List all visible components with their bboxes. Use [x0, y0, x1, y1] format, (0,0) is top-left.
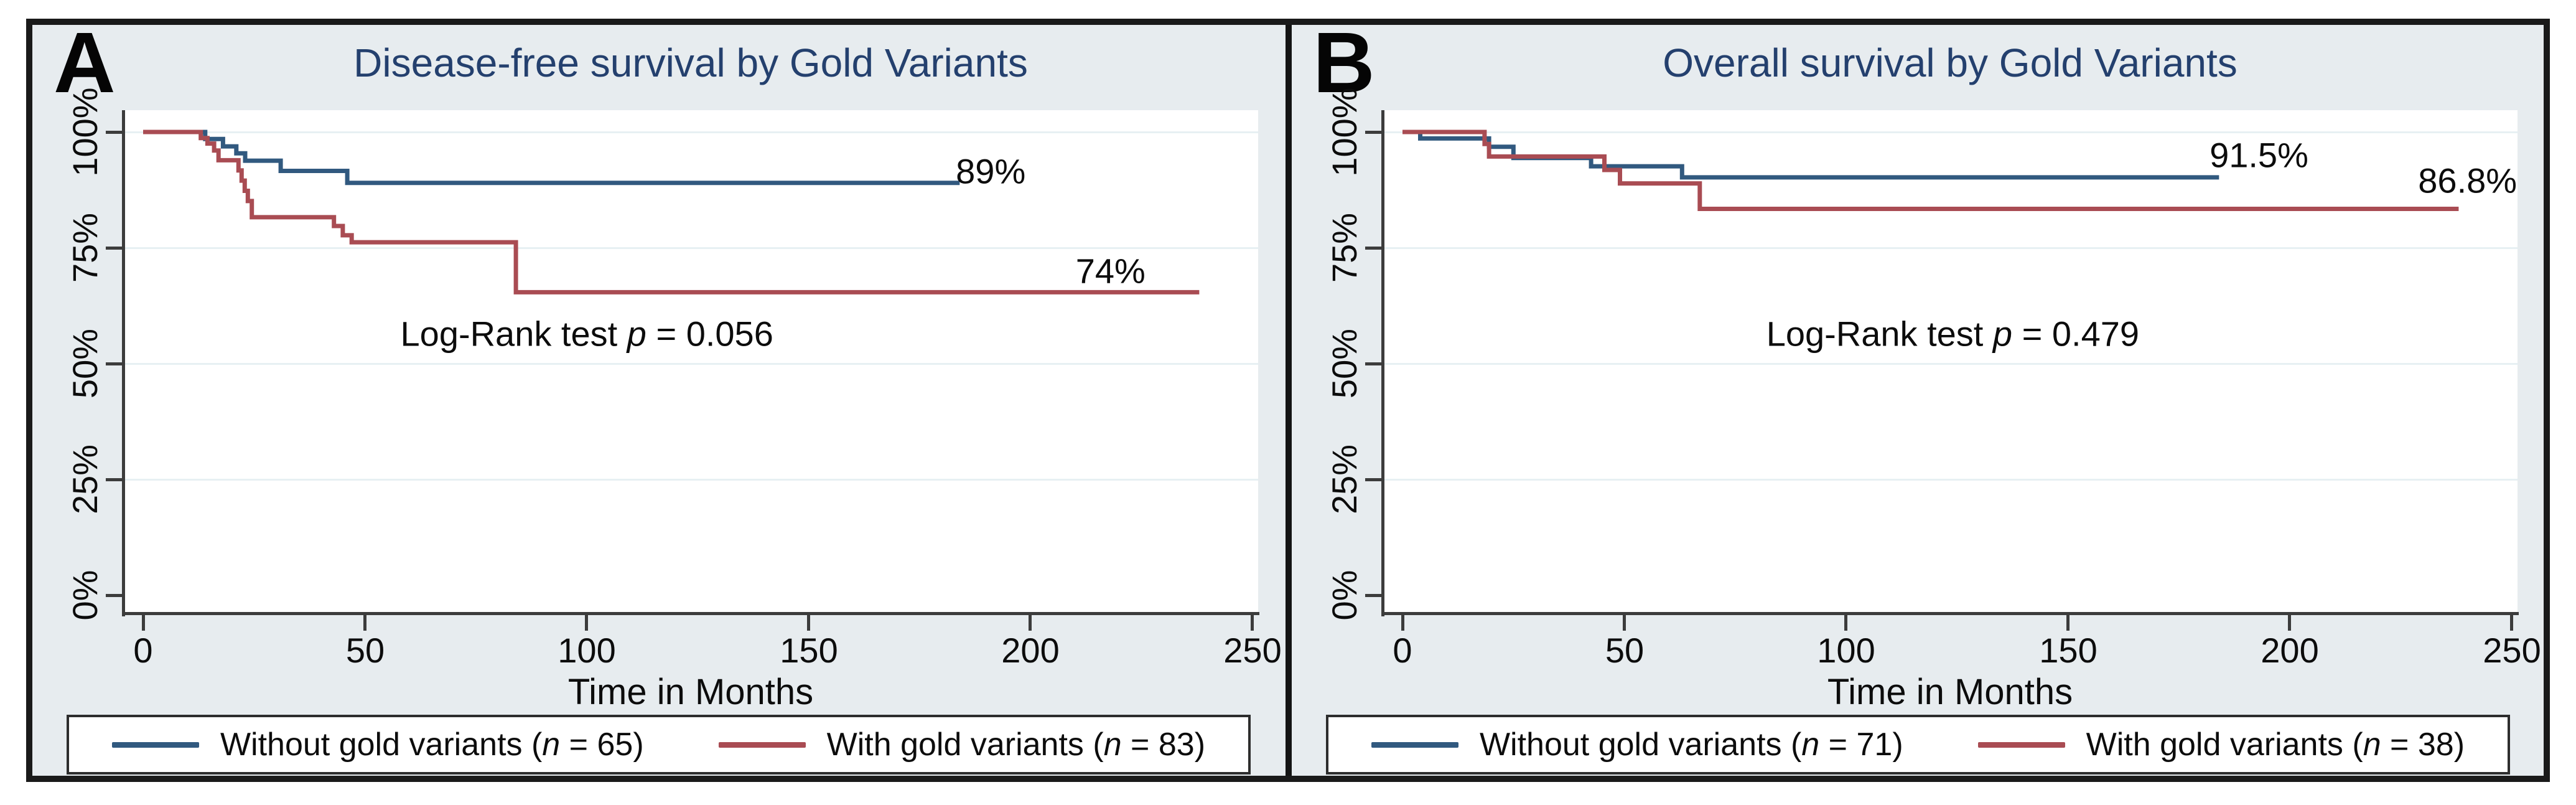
legend-label: Without gold variants (n = 71)	[1479, 727, 1903, 763]
x-tick	[2066, 613, 2070, 631]
x-tick	[1401, 613, 1404, 631]
plot-area-b: 91.5% 86.8% Log-Rank test p = 0.479	[1383, 110, 2518, 613]
curve-value-annotation: 89%	[956, 151, 1026, 191]
y-axis-line	[1381, 110, 1384, 616]
chart-title-a: Disease-free survival by Gold Variants	[353, 40, 1028, 85]
x-tick-label: 250	[1223, 631, 1282, 670]
survival-curves-b	[1402, 129, 2459, 211]
x-tick-label: 0	[1393, 631, 1412, 670]
legend-item-with-gold-variants: With gold variants (n = 38)	[1977, 726, 2465, 763]
gridline-50	[123, 363, 1258, 365]
x-tick-label: 0	[133, 631, 153, 670]
y-tick	[1365, 131, 1383, 134]
legend-label: With gold variants (n = 83)	[826, 727, 1206, 763]
km-curve	[143, 129, 960, 186]
log-rank-annotation: Log-Rank test p = 0.056	[400, 314, 773, 354]
plot-area-a: 89% 74% Log-Rank test p = 0.056	[123, 110, 1258, 613]
gridline-100	[123, 131, 1258, 133]
legend-label: Without gold variants (n = 65)	[220, 727, 644, 763]
survival-figure: A Disease-free survival by Gold Variants…	[26, 16, 2550, 782]
legend-b: Without gold variants (n = 71) With gold…	[1326, 715, 2510, 774]
panel-divider	[1286, 25, 1292, 776]
curve-value-annotation: 74%	[1075, 251, 1146, 291]
x-tick-label: 200	[1001, 631, 1060, 670]
log-rank-annotation: Log-Rank test p = 0.479	[1766, 314, 2140, 354]
x-tick	[2288, 613, 2291, 631]
legend-item-without-gold-variants: Without gold variants (n = 65)	[111, 726, 644, 763]
panel-label-b: B	[1313, 15, 1375, 111]
curve-value-annotation: 91.5%	[2210, 135, 2308, 175]
y-tick	[1365, 478, 1383, 481]
km-curve	[1402, 129, 2219, 180]
x-tick	[142, 613, 145, 631]
x-axis-line	[122, 612, 1259, 615]
y-tick	[106, 478, 123, 481]
x-tick-label: 200	[2261, 631, 2319, 670]
y-tick	[106, 594, 123, 597]
km-curve	[1402, 129, 2459, 211]
y-axis-line	[122, 110, 125, 616]
survival-curves-a	[143, 129, 1200, 294]
gridline-25	[123, 479, 1258, 481]
gridline-75	[123, 247, 1258, 249]
legend-a: Without gold variants (n = 65) With gold…	[67, 715, 1251, 774]
x-tick	[807, 613, 810, 631]
x-tick-label: 250	[2483, 631, 2541, 670]
gridline-50	[1383, 363, 2518, 365]
x-tick-label: 100	[1817, 631, 1875, 670]
x-axis-title: Time in Months	[567, 672, 814, 712]
gridline-25	[1383, 479, 2518, 481]
legend-line-sample-red	[1977, 741, 2065, 748]
legend-line-sample-blue	[111, 741, 199, 748]
x-axis-line	[1381, 612, 2519, 615]
y-tick	[1365, 594, 1383, 597]
gridline-100	[1383, 131, 2518, 133]
gridline-75	[1383, 247, 2518, 249]
x-tick-label: 150	[2039, 631, 2098, 670]
x-tick	[585, 613, 588, 631]
curve-value-annotation: 86.8%	[2418, 161, 2518, 200]
x-tick	[2510, 613, 2513, 631]
x-tick-label: 100	[558, 631, 616, 670]
legend-line-sample-red	[718, 741, 806, 748]
x-tick	[1844, 613, 1847, 631]
legend-item-with-gold-variants: With gold variants (n = 83)	[718, 726, 1206, 763]
legend-label: With gold variants (n = 38)	[2086, 727, 2465, 763]
x-tick-label: 150	[780, 631, 838, 670]
x-axis-title: Time in Months	[1827, 672, 2073, 712]
x-tick	[1029, 613, 1032, 631]
panel-label-a: A	[54, 15, 116, 111]
x-tick	[363, 613, 366, 631]
y-tick	[106, 362, 123, 365]
x-tick-label: 50	[345, 631, 385, 670]
km-curve	[143, 129, 1200, 294]
panel-disease-free-survival: A Disease-free survival by Gold Variants…	[32, 16, 1286, 776]
y-tick	[106, 247, 123, 250]
panel-overall-survival: B Overall survival by Gold Variants 91.5…	[1292, 16, 2544, 776]
legend-line-sample-blue	[1371, 741, 1458, 748]
x-tick	[1623, 613, 1626, 631]
chart-title-b: Overall survival by Gold Variants	[1663, 40, 2238, 85]
x-tick	[1251, 613, 1254, 631]
y-tick	[1365, 362, 1383, 365]
x-tick-label: 50	[1605, 631, 1645, 670]
y-tick	[1365, 247, 1383, 250]
legend-item-without-gold-variants: Without gold variants (n = 71)	[1371, 726, 1903, 763]
y-tick	[106, 131, 123, 134]
